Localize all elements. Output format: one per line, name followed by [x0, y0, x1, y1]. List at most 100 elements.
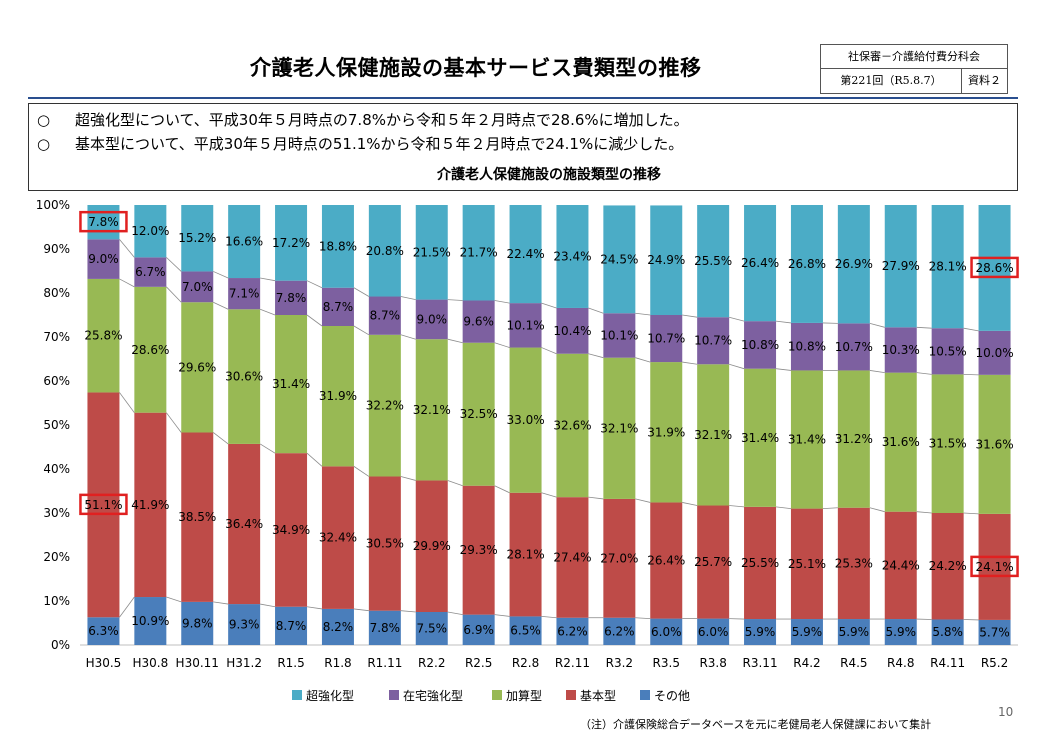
summary-notes: ○ 超強化型について、平成30年５月時点の7.8%から令和５年２月時点で28.6%… [28, 103, 1018, 191]
highlight-box [79, 493, 128, 516]
bar-segment [415, 205, 448, 300]
series-line [400, 296, 416, 300]
data-label: 29.9% [413, 539, 451, 553]
series-line [682, 502, 698, 506]
data-label: 28.1% [506, 548, 544, 562]
bar-segment [87, 392, 120, 618]
data-label: 31.9% [319, 389, 357, 403]
data-label: 6.7% [135, 265, 166, 279]
series-line [447, 299, 463, 301]
bullet-icon: ○ [37, 135, 51, 153]
data-label: 7.0% [182, 280, 213, 294]
series-line [494, 300, 510, 304]
series-line [166, 596, 182, 603]
bar-segment [181, 432, 214, 602]
x-tick-label: R2.11 [555, 656, 590, 670]
bar-segment [228, 604, 261, 645]
data-label: 6.3% [88, 624, 119, 638]
bar-segment [275, 205, 308, 281]
data-label: 9.3% [229, 618, 260, 632]
x-tick-label: R2.8 [512, 656, 539, 670]
data-label: 10.8% [741, 338, 779, 352]
series-line [400, 476, 416, 481]
data-label: 6.0% [698, 625, 729, 639]
data-label: 7.1% [229, 287, 260, 301]
chart-title: 介護老人保健施設の施設類型の推移 [436, 166, 661, 183]
legend-swatch [640, 690, 650, 700]
data-label: 29.6% [178, 360, 216, 374]
data-label: 24.1% [975, 560, 1013, 574]
bar-segment [415, 612, 448, 645]
data-label: 32.6% [553, 418, 591, 432]
bar-segment [556, 617, 589, 645]
bar-segment [931, 513, 964, 620]
x-tick-label: R4.5 [840, 656, 867, 670]
bar-segment [603, 205, 636, 314]
bar-segment [321, 287, 354, 326]
x-tick-label: R1.11 [367, 656, 402, 670]
bar-segment [884, 327, 917, 373]
bar-segment [181, 601, 214, 645]
series-line [822, 507, 838, 509]
data-label: 28.6% [131, 343, 169, 357]
series-line [776, 506, 791, 509]
bar-segment [181, 271, 214, 303]
data-label: 5.8% [932, 625, 963, 639]
legend-label: その他 [654, 689, 690, 703]
note-text-1: 超強化型について、平成30年５月時点の7.8%から令和５年２月時点で28.6%に… [75, 111, 689, 129]
data-label: 24.4% [882, 558, 920, 572]
data-label: 9.0% [417, 312, 448, 326]
source-note: （注）介護保険総合データベースを元に老健局老人保健課において集計 [580, 718, 932, 731]
data-label: 10.4% [553, 324, 591, 338]
bar-segment [509, 347, 542, 493]
data-label: 6.2% [557, 624, 588, 638]
data-label: 7.5% [417, 622, 448, 636]
data-label: 5.9% [839, 625, 870, 639]
bar-segment [744, 506, 777, 620]
bar-segment [884, 372, 917, 512]
data-label: 32.1% [413, 403, 451, 417]
data-label: 30.5% [366, 537, 404, 551]
series-line [729, 505, 745, 508]
series-line [588, 307, 604, 314]
bar-segment [931, 328, 964, 375]
series-line [963, 512, 979, 515]
data-label: 26.8% [788, 257, 826, 271]
x-tick-label: R3.5 [653, 656, 680, 670]
data-label: 29.3% [460, 543, 498, 557]
data-label: 32.5% [460, 407, 498, 421]
x-tick-label: H30.11 [176, 656, 219, 670]
bar-segment [603, 617, 636, 645]
data-label: 26.4% [647, 554, 685, 568]
note-line-1: ○ 超強化型について、平成30年５月時点の7.8%から令和５年２月時点で28.6%… [37, 109, 689, 130]
series-line [166, 286, 182, 303]
data-label: 10.1% [600, 328, 638, 342]
data-label: 31.4% [788, 433, 826, 447]
data-label: 20.8% [366, 244, 404, 258]
data-label: 31.6% [975, 437, 1013, 451]
bar-segment [509, 303, 542, 348]
page-number: 10 [998, 705, 1014, 719]
data-label: 21.5% [413, 245, 451, 259]
bar-segment [368, 296, 401, 335]
series-line [213, 432, 229, 445]
data-label: 21.7% [460, 246, 498, 260]
legend-label: 基本型 [580, 689, 616, 703]
series-line [916, 372, 932, 375]
data-label: 31.5% [929, 437, 967, 451]
series-line [306, 314, 323, 327]
bar-segment [462, 485, 495, 615]
bar-segment [462, 205, 495, 301]
series-line [213, 271, 229, 279]
bar-segment [837, 370, 870, 508]
data-label: 17.2% [272, 236, 310, 250]
data-label: 25.5% [741, 556, 779, 570]
bar-segment [321, 466, 354, 609]
series-line [588, 496, 604, 500]
data-label: 12.0% [131, 224, 169, 238]
data-label: 24.9% [647, 253, 685, 267]
y-tick-label: 100% [36, 198, 70, 212]
bar-segment [931, 374, 964, 513]
bar-segment [228, 278, 261, 310]
series-line [260, 277, 276, 282]
